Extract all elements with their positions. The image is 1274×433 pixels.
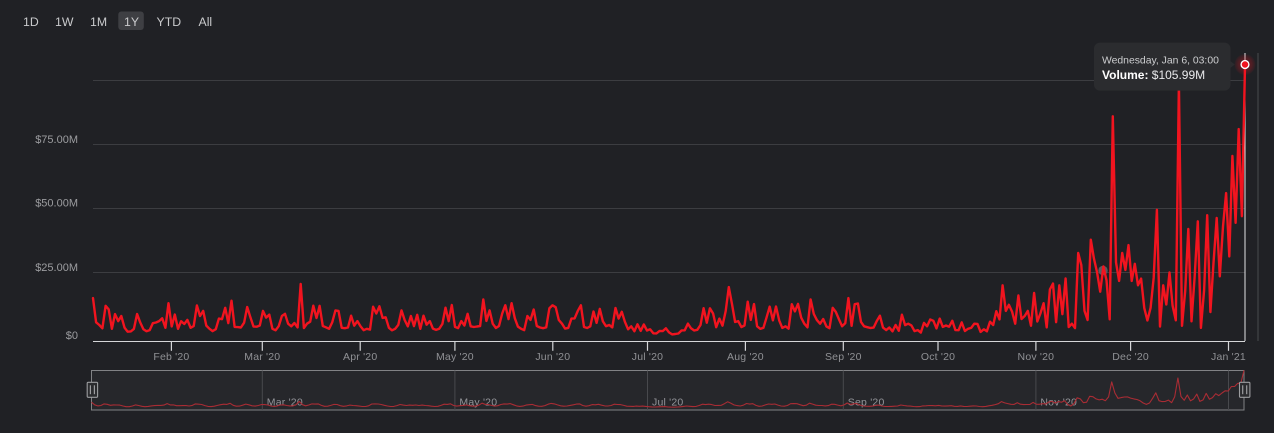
svg-text:Mar '20: Mar '20 bbox=[244, 351, 280, 363]
svg-text:May '20: May '20 bbox=[459, 397, 497, 409]
svg-text:Jan '21: Jan '21 bbox=[1211, 351, 1246, 363]
svg-text:Jul '20: Jul '20 bbox=[652, 397, 683, 409]
svg-text:Apr '20: Apr '20 bbox=[343, 351, 377, 363]
svg-text:$25.00M: $25.00M bbox=[35, 262, 78, 274]
svg-text:Jul '20: Jul '20 bbox=[632, 351, 663, 363]
svg-text:Nov '20: Nov '20 bbox=[1040, 397, 1077, 409]
svg-text:1Y: 1Y bbox=[124, 15, 139, 29]
svg-text:Volume: $105.99M: Volume: $105.99M bbox=[1102, 68, 1205, 82]
svg-text:Sep '20: Sep '20 bbox=[825, 351, 862, 363]
svg-text:May '20: May '20 bbox=[436, 351, 474, 363]
svg-text:Jun '20: Jun '20 bbox=[535, 351, 570, 363]
svg-text:$0: $0 bbox=[66, 330, 78, 342]
svg-text:1D: 1D bbox=[23, 15, 39, 29]
svg-text:Aug '20: Aug '20 bbox=[727, 351, 764, 363]
svg-text:Feb '20: Feb '20 bbox=[153, 351, 189, 363]
svg-text:1W: 1W bbox=[55, 15, 74, 29]
svg-text:All: All bbox=[199, 15, 213, 29]
svg-text:Dec '20: Dec '20 bbox=[1112, 351, 1149, 363]
svg-text:Nov '20: Nov '20 bbox=[1018, 351, 1055, 363]
svg-text:1M: 1M bbox=[90, 15, 107, 29]
svg-text:$75.00M: $75.00M bbox=[35, 134, 78, 146]
svg-text:$50.00M: $50.00M bbox=[35, 198, 78, 210]
svg-text:YTD: YTD bbox=[157, 15, 182, 29]
svg-text:Oct '20: Oct '20 bbox=[921, 351, 955, 363]
svg-text:Wednesday, Jan 6, 03:00: Wednesday, Jan 6, 03:00 bbox=[1102, 56, 1219, 67]
